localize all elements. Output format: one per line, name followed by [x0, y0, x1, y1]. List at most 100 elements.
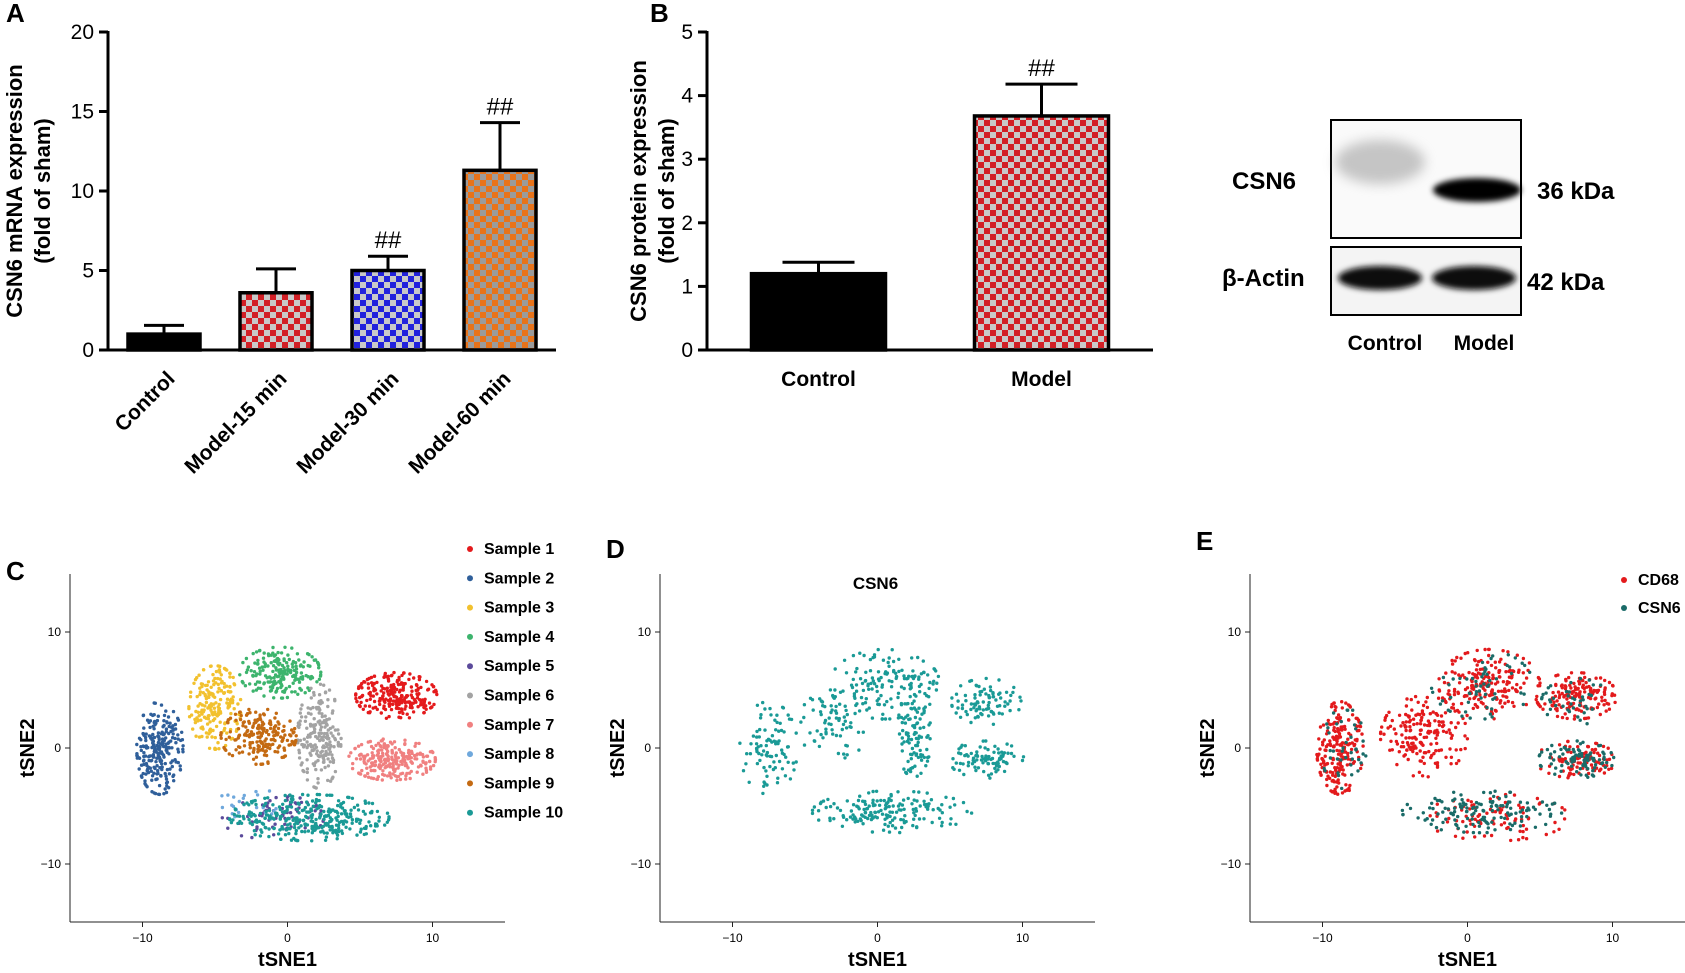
data-point [263, 664, 267, 669]
data-point [297, 756, 302, 760]
data-point [228, 730, 232, 734]
data-point [1450, 662, 1455, 666]
data-point [311, 819, 315, 824]
data-point [951, 757, 955, 761]
data-point [900, 668, 904, 672]
data-point [1455, 655, 1459, 660]
data-point [1568, 768, 1573, 772]
data-point [1468, 697, 1472, 701]
data-point [1486, 826, 1491, 830]
data-point [829, 722, 833, 727]
data-point [964, 709, 968, 714]
data-point [837, 716, 841, 721]
data-point [859, 695, 864, 700]
data-point [1466, 798, 1470, 802]
data-point [358, 821, 362, 825]
data-point [1526, 806, 1530, 810]
data-point [893, 826, 898, 830]
data-point [285, 738, 290, 743]
data-point [176, 716, 180, 720]
data-point [1434, 712, 1439, 716]
data-point [794, 731, 798, 735]
data-point [236, 736, 240, 740]
data-point [176, 747, 180, 751]
data-point [324, 741, 328, 746]
data-point [258, 811, 263, 816]
data-point [780, 705, 785, 709]
data-point [1449, 811, 1453, 815]
data-point [1432, 731, 1437, 735]
data-point [290, 690, 294, 694]
data-point [235, 814, 239, 818]
data-point [218, 697, 223, 702]
data-point [843, 719, 847, 723]
data-point [910, 766, 915, 770]
data-point [755, 761, 760, 766]
data-point [267, 834, 271, 839]
data-point [336, 744, 341, 748]
y-axis-label: CSN6 protein expression [626, 60, 651, 322]
data-point [264, 801, 268, 806]
data-point [213, 747, 217, 751]
data-point [290, 728, 294, 732]
data-point [1386, 726, 1390, 730]
data-point [1357, 728, 1361, 733]
data-point [296, 721, 301, 725]
data-point [1346, 743, 1351, 747]
data-point [390, 673, 394, 677]
data-point [404, 761, 408, 766]
data-point [1471, 822, 1475, 827]
data-point [972, 702, 977, 706]
data-point [1589, 686, 1593, 691]
data-point [1390, 718, 1395, 723]
data-point [1474, 679, 1478, 684]
data-point [1490, 820, 1494, 824]
data-point [885, 699, 889, 704]
data-point [997, 678, 1001, 682]
data-point [1506, 699, 1511, 704]
data-point [883, 807, 887, 811]
data-point [277, 658, 281, 662]
data-point [273, 749, 277, 754]
data-point [1350, 741, 1355, 745]
data-point [770, 734, 775, 738]
data-point [1612, 755, 1616, 760]
data-point [156, 769, 160, 773]
data-point [1559, 769, 1563, 773]
data-point [385, 811, 390, 815]
data-point [1017, 708, 1021, 712]
data-point [254, 710, 258, 714]
x-tick-label: Model-15 min [180, 367, 291, 478]
data-point [972, 706, 976, 710]
data-point [861, 702, 865, 706]
data-point [1475, 676, 1480, 680]
data-point [176, 737, 180, 741]
data-point [1418, 732, 1423, 736]
data-point [1501, 804, 1505, 808]
legend-marker [467, 575, 473, 582]
data-point [339, 736, 343, 741]
data-point [925, 735, 929, 739]
data-point [294, 734, 298, 738]
data-point [1444, 755, 1448, 759]
data-point [763, 728, 767, 732]
data-point [272, 676, 276, 680]
data-point [1568, 745, 1572, 749]
data-point [902, 767, 906, 771]
data-point [1419, 718, 1423, 723]
data-point [812, 739, 816, 743]
data-point [368, 697, 372, 701]
data-point [840, 824, 845, 828]
data-point [161, 739, 165, 743]
data-point [1339, 742, 1344, 746]
data-point [167, 772, 172, 776]
data-point [219, 736, 223, 740]
data-point [1470, 683, 1475, 688]
data-point [1324, 748, 1328, 753]
data-point [1594, 741, 1598, 745]
data-point [403, 701, 407, 705]
data-point [261, 668, 265, 672]
data-point [293, 726, 297, 731]
data-point [1453, 709, 1457, 713]
data-point [364, 832, 368, 836]
